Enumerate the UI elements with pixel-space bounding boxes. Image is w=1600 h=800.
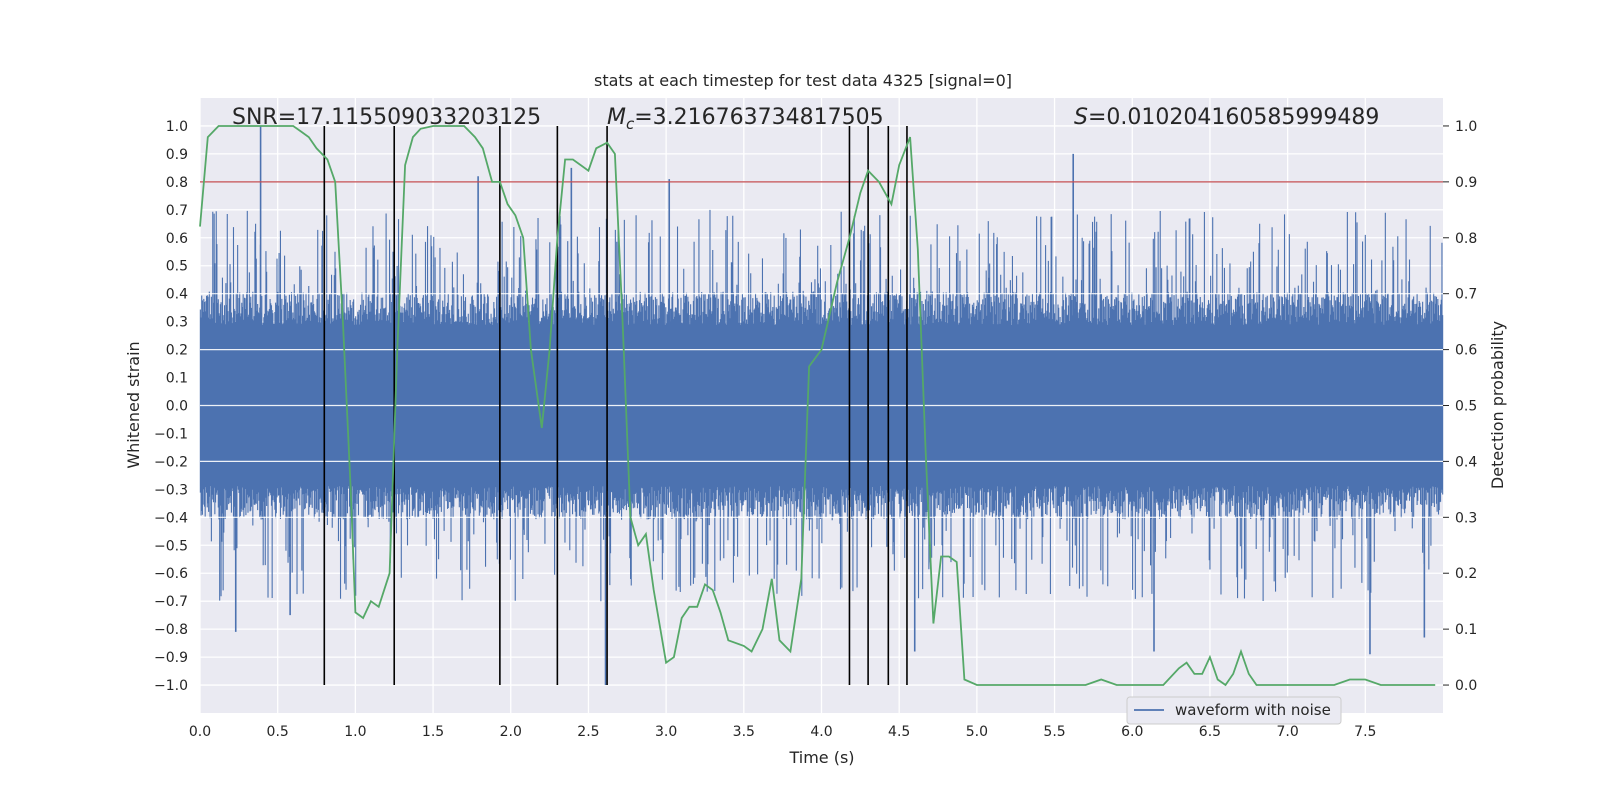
x-axis-label: Time (s) bbox=[788, 748, 854, 767]
y-tick-label: 0.0 bbox=[166, 399, 188, 415]
legend-box bbox=[1126, 696, 1342, 725]
y-tick-label: −0.1 bbox=[154, 426, 188, 442]
y2-tick-label: 0.8 bbox=[1455, 231, 1477, 247]
y2-tick-label: 0.1 bbox=[1455, 622, 1477, 638]
y-tick-label: 0.5 bbox=[166, 259, 188, 275]
s-value: =0.010204160585999489 bbox=[1088, 105, 1379, 130]
x-tick-label: 3.5 bbox=[733, 724, 755, 740]
s-annotation: S=0.010204160585999489 bbox=[1074, 105, 1379, 130]
y-tick-label: −0.4 bbox=[154, 510, 188, 526]
y2-tick-label: 0.3 bbox=[1455, 510, 1477, 526]
y-tick-label: 0.8 bbox=[166, 175, 188, 191]
x-tick-label: 3.0 bbox=[655, 724, 677, 740]
x-tick-label: 7.0 bbox=[1276, 724, 1298, 740]
probability-line bbox=[199, 125, 1436, 687]
y2-tick-label: 0.5 bbox=[1455, 399, 1477, 415]
x-tick-label: 2.0 bbox=[500, 724, 522, 740]
y-tick-label: 0.1 bbox=[166, 371, 188, 387]
strain-series bbox=[199, 125, 1444, 686]
y2-tick-label: 0.6 bbox=[1455, 343, 1477, 359]
chirp-mass-symbol: M bbox=[607, 105, 626, 130]
y-tick-label: 1.0 bbox=[166, 119, 188, 135]
y-tick-label: 0.3 bbox=[166, 315, 188, 331]
legend: waveform with noise bbox=[1126, 696, 1342, 725]
legend-label: waveform with noise bbox=[1175, 701, 1331, 719]
x-tick-label: 4.5 bbox=[888, 724, 910, 740]
event-lines bbox=[323, 125, 908, 686]
chart-title: stats at each timestep for test data 432… bbox=[594, 71, 1012, 90]
y2-tick-label: 0.2 bbox=[1455, 566, 1477, 582]
x-tick-label: 0.5 bbox=[267, 724, 289, 740]
y-tick-labels: 1.0 0.9 0.8 0.7 0.6 0.5 0.4 0.3 0.2 0.1 0.0 −0.1 −0.… bbox=[154, 119, 188, 694]
x-tick-label: 6.0 bbox=[1121, 724, 1143, 740]
y-tick-label: 0.6 bbox=[166, 231, 188, 247]
y-tick-label: 0.9 bbox=[166, 147, 188, 163]
x-tick-label: 2.5 bbox=[577, 724, 599, 740]
y-tick-label: −0.7 bbox=[154, 594, 188, 610]
y-tick-label: −0.5 bbox=[154, 538, 188, 554]
s-symbol: S bbox=[1074, 105, 1088, 130]
x-tick-label: 5.0 bbox=[966, 724, 988, 740]
y-tick-label: 0.7 bbox=[166, 203, 188, 219]
y-tick-label: 0.2 bbox=[166, 343, 188, 359]
x-tick-label: 6.5 bbox=[1199, 724, 1221, 740]
x-tick-label: 7.5 bbox=[1354, 724, 1376, 740]
chirp-mass-subscript: c bbox=[626, 115, 635, 133]
snr-annotation: SNR=17.115509033203125 bbox=[232, 105, 541, 130]
x-tick-label: 1.0 bbox=[344, 724, 366, 740]
x-tick-label: 1.5 bbox=[422, 724, 444, 740]
chirp-mass-value: =3.216763734817505 bbox=[634, 105, 883, 130]
y2-axis-label: Detection probability bbox=[1488, 321, 1507, 489]
y-tick-label: −1.0 bbox=[154, 678, 188, 694]
y-tick-label: 0.4 bbox=[166, 287, 188, 303]
y2-tick-label: 0.4 bbox=[1455, 454, 1477, 470]
y2-tick-labels: 1.0 0.9 0.8 0.7 0.6 0.5 0.4 0.3 0.2 0.1 0.0 bbox=[1443, 119, 1477, 694]
x-tick-labels: 0.0 0.5 1.0 1.5 2.0 2.5 3.0 3.5 4.0 4.5 5.0 5.5 6.0 6… bbox=[189, 724, 1377, 740]
y-tick-label: −0.9 bbox=[154, 650, 188, 666]
y2-tick-label: 1.0 bbox=[1455, 119, 1477, 135]
x-tick-label: 0.0 bbox=[189, 724, 211, 740]
y2-tick-label: 0.9 bbox=[1455, 175, 1477, 191]
chirp-mass-annotation: Mc=3.216763734817505 bbox=[607, 105, 884, 133]
y-tick-label: −0.6 bbox=[154, 566, 188, 582]
x-tick-label: 5.5 bbox=[1043, 724, 1065, 740]
x-tick-label: 4.0 bbox=[810, 724, 832, 740]
y2-tick-label: 0.7 bbox=[1455, 287, 1477, 303]
y-tick-label: −0.2 bbox=[154, 454, 188, 470]
y-tick-label: −0.3 bbox=[154, 482, 188, 498]
y-axis-label: Whitened strain bbox=[124, 341, 143, 468]
y-tick-label: −0.8 bbox=[154, 622, 188, 638]
y2-tick-label: 0.0 bbox=[1455, 678, 1477, 694]
